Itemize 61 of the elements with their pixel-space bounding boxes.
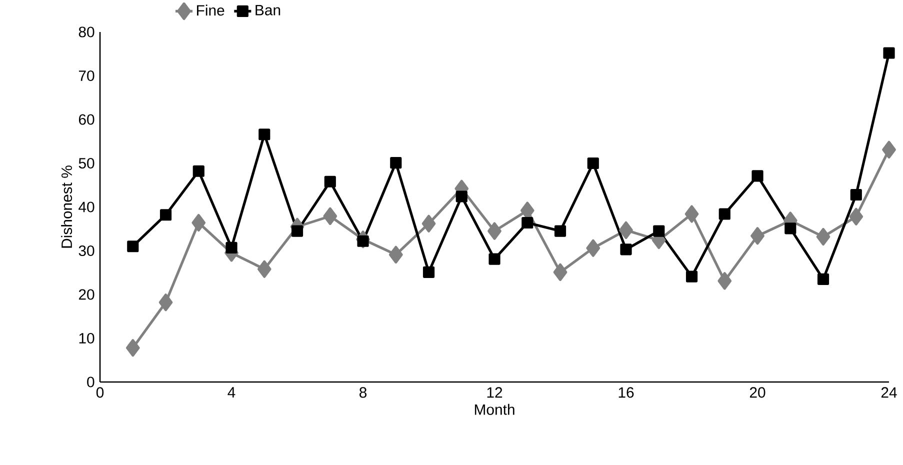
point	[126, 339, 140, 357]
point	[586, 239, 600, 257]
y-tick-label: 20	[78, 289, 94, 300]
point	[258, 128, 270, 140]
point	[686, 270, 698, 282]
y-tick-label: 10	[79, 332, 94, 344]
point	[291, 225, 304, 237]
legend-label: Fine	[197, 4, 224, 16]
point	[192, 214, 206, 232]
x-tick-label: 20	[750, 387, 766, 398]
point	[422, 214, 436, 232]
point	[718, 272, 732, 290]
point	[684, 205, 699, 223]
point	[158, 294, 173, 312]
point	[160, 209, 172, 221]
x-tick-label: 16	[618, 387, 634, 398]
point	[816, 228, 830, 246]
point	[620, 244, 632, 256]
y-tick-label: 70	[78, 70, 94, 82]
y-tick-label: 80	[78, 26, 94, 38]
point	[849, 208, 864, 226]
point	[882, 140, 896, 158]
point	[522, 216, 534, 229]
x-tick-label: 24	[881, 387, 897, 398]
y-tick-label: 50	[78, 158, 94, 169]
point	[817, 273, 830, 285]
point	[456, 190, 468, 202]
point	[553, 263, 568, 281]
point	[323, 207, 338, 225]
point	[850, 188, 862, 201]
x-tick-label: 4	[228, 387, 236, 398]
point	[653, 225, 665, 237]
point	[883, 47, 895, 59]
point	[784, 222, 796, 234]
point	[192, 165, 204, 177]
point	[587, 157, 599, 170]
y-tick-label: 40	[78, 202, 94, 212]
point	[390, 157, 402, 169]
point	[488, 222, 502, 240]
x-tick-label: 0	[96, 387, 104, 398]
point	[422, 266, 435, 278]
point	[718, 208, 730, 220]
x-axis-title: Month	[474, 404, 514, 415]
point	[357, 235, 369, 247]
y-tick-label: 0	[87, 376, 94, 388]
point	[388, 246, 403, 264]
y-tick-label: 30	[78, 245, 94, 256]
x-tick-label: 12	[487, 387, 502, 398]
point	[488, 253, 500, 265]
y-axis-title: Dishonest %	[61, 166, 72, 248]
point	[127, 240, 139, 252]
x-tick-label: 8	[360, 387, 367, 398]
legend-label: Ban	[256, 4, 280, 16]
point	[750, 227, 764, 245]
point	[226, 242, 238, 254]
y-tick-label: 60	[78, 114, 94, 125]
point	[619, 221, 633, 239]
point	[752, 170, 764, 182]
point	[324, 176, 336, 188]
point	[554, 225, 566, 237]
point	[257, 260, 272, 278]
